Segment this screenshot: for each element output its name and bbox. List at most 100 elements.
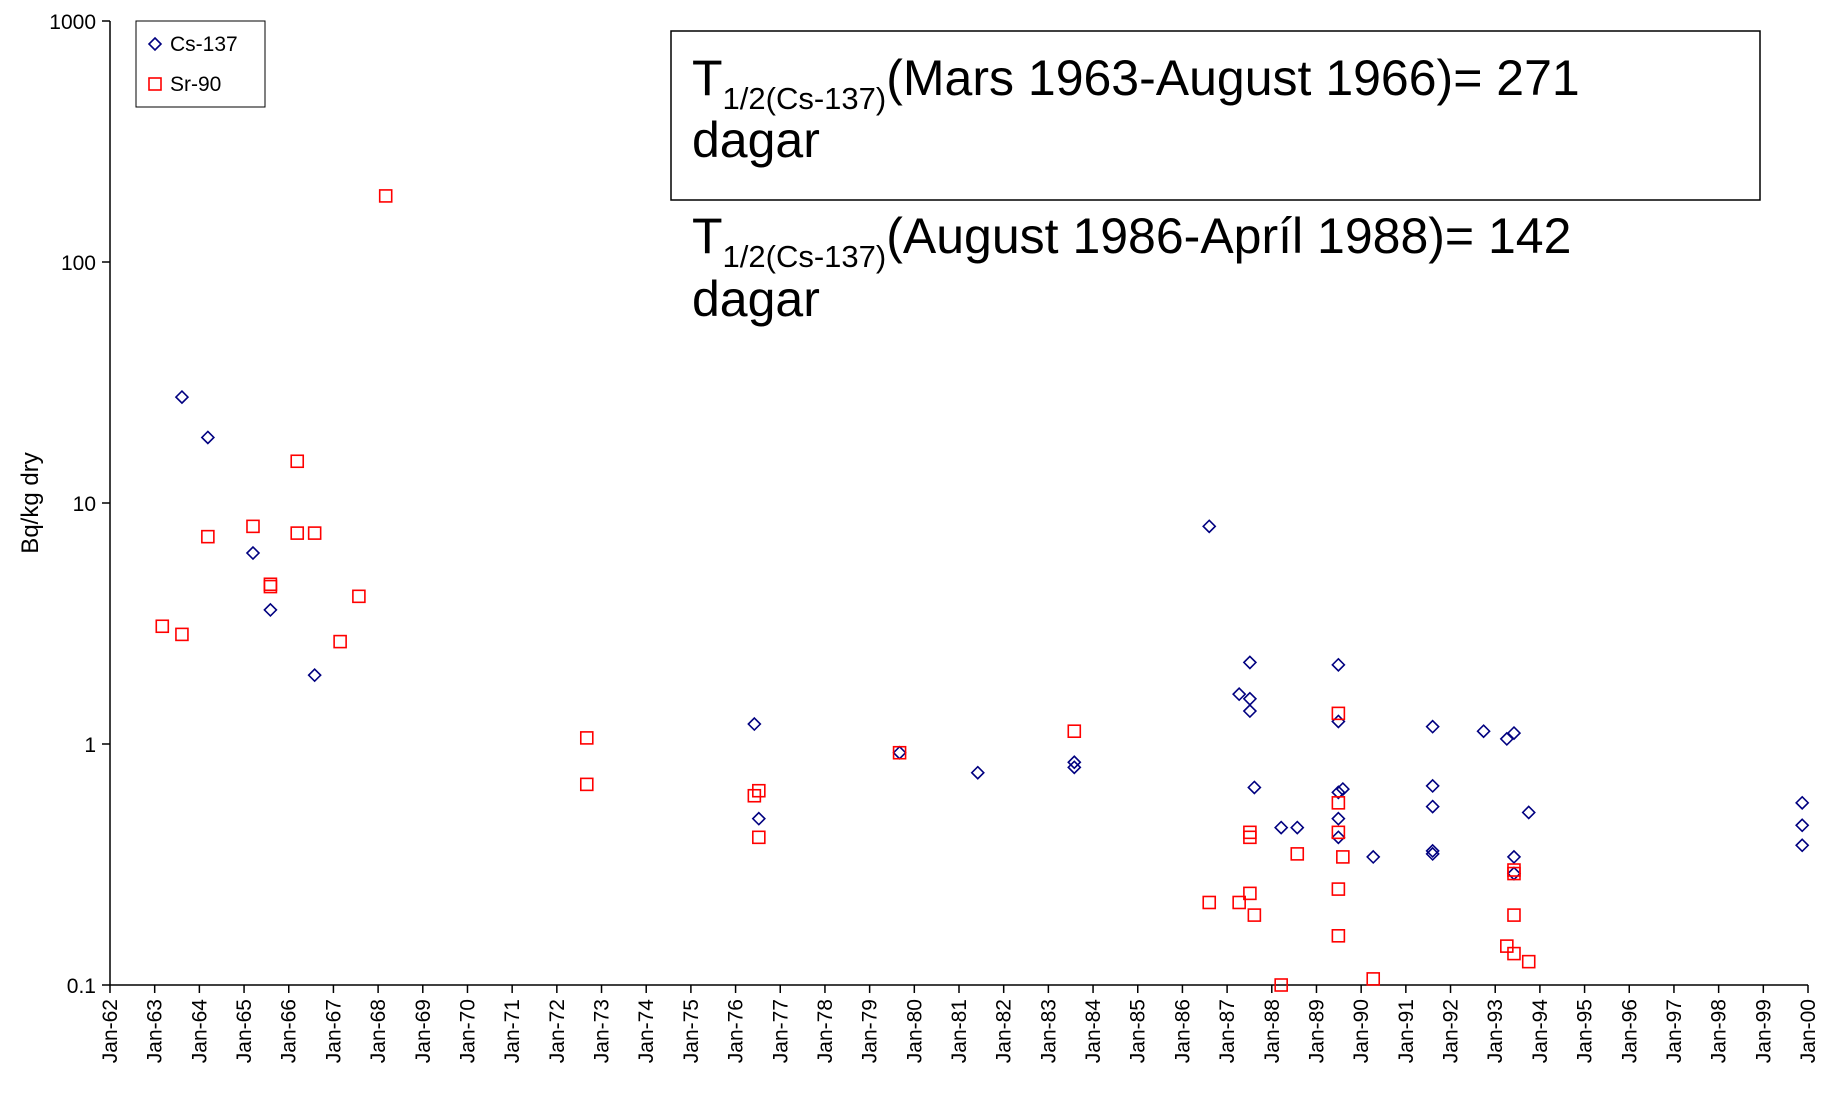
data-point xyxy=(1242,655,1258,670)
x-tick-label: Jan-97 xyxy=(1663,999,1686,1063)
data-point xyxy=(1290,820,1305,835)
data-point xyxy=(1507,863,1521,877)
data-point xyxy=(1425,719,1440,734)
y-tick-label: 10 xyxy=(73,493,96,516)
data-point xyxy=(579,731,594,745)
data-point xyxy=(1331,825,1346,840)
x-tick-label: Jan-93 xyxy=(1484,999,1507,1063)
data-point xyxy=(752,783,766,798)
data-point xyxy=(1202,519,1217,534)
y-tick-label: 1000 xyxy=(49,11,96,34)
data-point xyxy=(1366,972,1381,986)
data-point xyxy=(1067,724,1082,739)
annotation-box xyxy=(670,30,1761,201)
data-point xyxy=(1247,908,1262,922)
legend-marker xyxy=(147,36,163,52)
data-point xyxy=(1335,781,1350,797)
x-tick-label: Jan-78 xyxy=(814,999,837,1063)
data-point xyxy=(1425,843,1440,859)
x-tick-label: Jan-64 xyxy=(188,999,211,1064)
data-point xyxy=(1242,703,1258,719)
data-point xyxy=(155,619,170,634)
data-point xyxy=(1274,978,1288,992)
data-point xyxy=(1506,725,1522,741)
data-point xyxy=(1500,939,1514,953)
x-tick-label: Jan-88 xyxy=(1261,999,1284,1063)
data-point xyxy=(1506,866,1522,881)
x-tick-label: Jan-90 xyxy=(1350,999,1373,1063)
legend-marker xyxy=(148,77,162,91)
x-tick-label: Jan-95 xyxy=(1574,999,1597,1063)
x-tick-label: Jan-70 xyxy=(456,999,479,1063)
x-tick-label: Jan-81 xyxy=(948,999,971,1063)
x-tick-label: Jan-76 xyxy=(725,999,748,1063)
data-point xyxy=(1331,785,1346,800)
data-point xyxy=(175,627,189,642)
annotation-line2: dagar xyxy=(692,271,820,327)
data-point xyxy=(1476,724,1491,739)
legend-box xyxy=(135,20,266,108)
data-point xyxy=(1366,849,1381,865)
x-tick-label: Jan-71 xyxy=(501,999,524,1063)
data-point xyxy=(1232,687,1247,702)
data-point xyxy=(263,579,278,594)
data-point xyxy=(333,634,347,649)
data-point xyxy=(1521,954,1536,969)
data-point xyxy=(1795,795,1810,810)
y-tick-label: 100 xyxy=(61,252,96,275)
data-point xyxy=(200,430,215,445)
x-tick-label: Jan-99 xyxy=(1752,999,1775,1063)
data-point xyxy=(1331,706,1346,721)
x-tick-label: Jan-87 xyxy=(1216,999,1239,1063)
y-axis-label: Bq/kg dry xyxy=(17,452,44,553)
data-point xyxy=(1290,847,1305,861)
annotation: T1/2(Cs-137)(August 1986-Apríl 1988)= 14… xyxy=(692,208,1571,274)
x-tick-label: Jan-98 xyxy=(1708,999,1731,1063)
x-tick-label: Jan-79 xyxy=(859,999,882,1063)
x-tick-label: Jan-63 xyxy=(144,999,167,1063)
data-point xyxy=(1507,908,1521,922)
x-tick-label: Jan-77 xyxy=(769,999,792,1063)
data-point xyxy=(1499,731,1514,747)
data-point xyxy=(263,602,278,618)
x-tick-label: Jan-65 xyxy=(233,999,256,1063)
data-point xyxy=(1795,818,1810,833)
data-point xyxy=(1331,830,1346,845)
annotation-base: T xyxy=(692,208,723,264)
data-point xyxy=(579,777,594,792)
data-point xyxy=(290,526,305,540)
data-point xyxy=(751,811,766,826)
data-point xyxy=(1247,780,1262,795)
data-point xyxy=(1506,849,1522,865)
data-point xyxy=(1331,811,1346,826)
annotation-subscript: 1/2(Cs-137) xyxy=(723,81,887,116)
x-tick-label: Jan-80 xyxy=(903,999,926,1063)
data-point xyxy=(1243,825,1257,840)
data-point xyxy=(307,668,322,683)
data-point xyxy=(1521,805,1536,820)
x-tick-label: Jan-85 xyxy=(1127,999,1150,1063)
data-point xyxy=(246,519,260,534)
x-tick-label: Jan-62 xyxy=(99,999,122,1063)
data-point xyxy=(1331,929,1346,943)
data-point xyxy=(378,189,393,203)
data-point xyxy=(201,529,215,544)
data-point xyxy=(1425,799,1440,814)
data-point xyxy=(1425,846,1440,862)
x-tick-label: Jan-74 xyxy=(635,999,658,1064)
data-point xyxy=(892,745,907,760)
legend-label: Cs-137 xyxy=(170,33,238,56)
data-point xyxy=(1336,850,1350,864)
legend-label: Sr-90 xyxy=(170,73,221,96)
data-point xyxy=(307,526,322,540)
annotation: T1/2(Cs-137)(Mars 1963-August 1966)= 271 xyxy=(692,50,1580,116)
data-point xyxy=(1067,760,1082,775)
data-point xyxy=(1331,882,1346,896)
y-tick-label: 1 xyxy=(84,734,96,757)
x-tick-label: Jan-67 xyxy=(322,999,345,1063)
data-point xyxy=(1202,895,1217,910)
data-point xyxy=(1795,838,1810,853)
data-point xyxy=(747,716,762,732)
data-point xyxy=(1425,778,1440,794)
